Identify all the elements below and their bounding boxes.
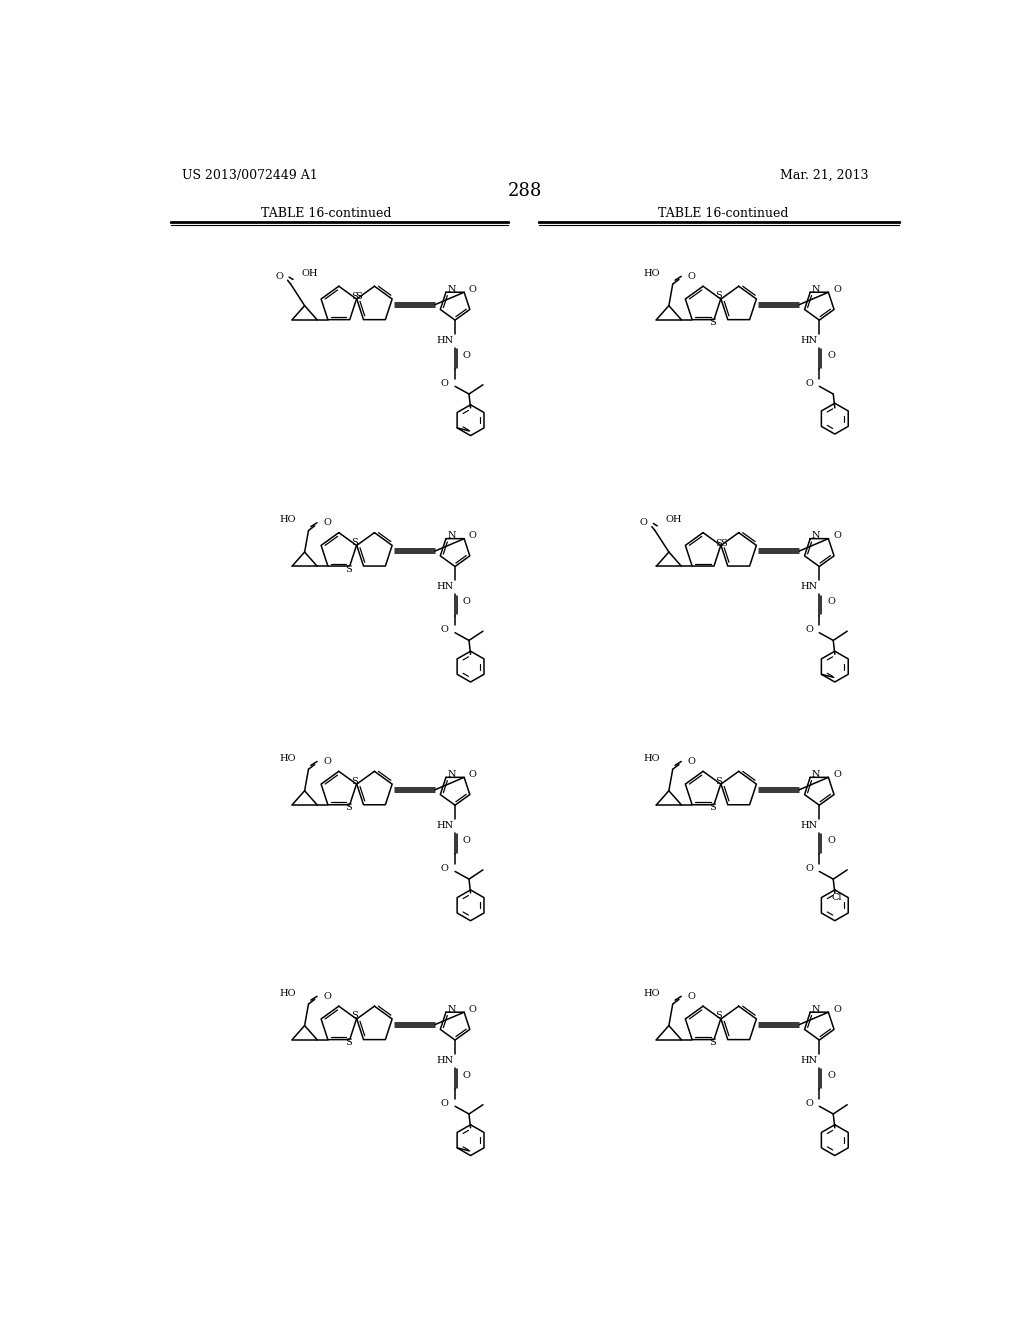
Text: O: O (639, 519, 647, 527)
Text: S: S (351, 1011, 357, 1020)
Text: O: O (687, 991, 695, 1001)
Text: S: S (709, 318, 716, 327)
Text: S: S (345, 565, 351, 574)
Text: HN: HN (436, 335, 454, 345)
Text: HN: HN (436, 821, 454, 830)
Text: O: O (805, 626, 813, 634)
Text: O: O (463, 1071, 471, 1080)
Text: O: O (805, 1098, 813, 1107)
Text: US 2013/0072449 A1: US 2013/0072449 A1 (182, 169, 318, 182)
Text: O: O (805, 379, 813, 388)
Text: O: O (463, 351, 471, 360)
Text: O: O (324, 756, 331, 766)
Text: S: S (716, 292, 722, 301)
Text: HO: HO (644, 269, 660, 277)
Text: O: O (834, 531, 841, 540)
Text: OH: OH (301, 269, 318, 277)
Text: S: S (345, 1039, 351, 1047)
Text: HO: HO (280, 754, 296, 763)
Text: O: O (275, 272, 283, 281)
Text: TABLE 16-continued: TABLE 16-continued (261, 207, 391, 220)
Text: N: N (812, 531, 820, 540)
Text: S: S (709, 804, 716, 812)
Text: O: O (463, 598, 471, 606)
Text: S: S (351, 776, 357, 785)
Text: Mar. 21, 2013: Mar. 21, 2013 (779, 169, 868, 182)
Text: HO: HO (644, 989, 660, 998)
Text: O: O (324, 991, 331, 1001)
Text: Cl: Cl (831, 894, 842, 902)
Text: O: O (469, 770, 477, 779)
Text: O: O (805, 863, 813, 873)
Text: O: O (834, 1005, 841, 1014)
Text: HO: HO (644, 754, 660, 763)
Text: O: O (834, 770, 841, 779)
Text: N: N (447, 285, 456, 293)
Text: O: O (441, 379, 449, 388)
Text: S: S (351, 537, 357, 546)
Text: S: S (355, 292, 362, 301)
Text: HO: HO (280, 989, 296, 998)
Text: O: O (834, 285, 841, 293)
Text: O: O (687, 756, 695, 766)
Text: O: O (827, 598, 835, 606)
Text: O: O (469, 1005, 477, 1014)
Text: O: O (441, 626, 449, 634)
Text: HN: HN (801, 582, 818, 591)
Text: S: S (716, 539, 722, 548)
Text: S: S (716, 1011, 722, 1020)
Text: S: S (345, 804, 351, 812)
Text: N: N (812, 1005, 820, 1014)
Text: HN: HN (801, 821, 818, 830)
Text: O: O (827, 1071, 835, 1080)
Text: S: S (716, 776, 722, 785)
Text: O: O (827, 351, 835, 360)
Text: S: S (709, 1039, 716, 1047)
Text: N: N (447, 1005, 456, 1014)
Text: O: O (687, 272, 695, 281)
Text: O: O (463, 836, 471, 845)
Text: S: S (351, 292, 357, 301)
Text: HN: HN (801, 335, 818, 345)
Text: S: S (720, 539, 726, 548)
Text: O: O (469, 531, 477, 540)
Text: O: O (441, 1098, 449, 1107)
Text: O: O (441, 863, 449, 873)
Text: N: N (447, 531, 456, 540)
Text: O: O (469, 285, 477, 293)
Text: OH: OH (666, 515, 682, 524)
Text: HN: HN (436, 582, 454, 591)
Text: HN: HN (801, 1056, 818, 1064)
Text: N: N (447, 770, 456, 779)
Text: O: O (827, 836, 835, 845)
Text: O: O (324, 519, 331, 527)
Text: HO: HO (280, 515, 296, 524)
Text: 288: 288 (508, 182, 542, 199)
Text: TABLE 16-continued: TABLE 16-continued (658, 207, 788, 220)
Text: N: N (812, 285, 820, 293)
Text: HN: HN (436, 1056, 454, 1064)
Text: N: N (812, 770, 820, 779)
